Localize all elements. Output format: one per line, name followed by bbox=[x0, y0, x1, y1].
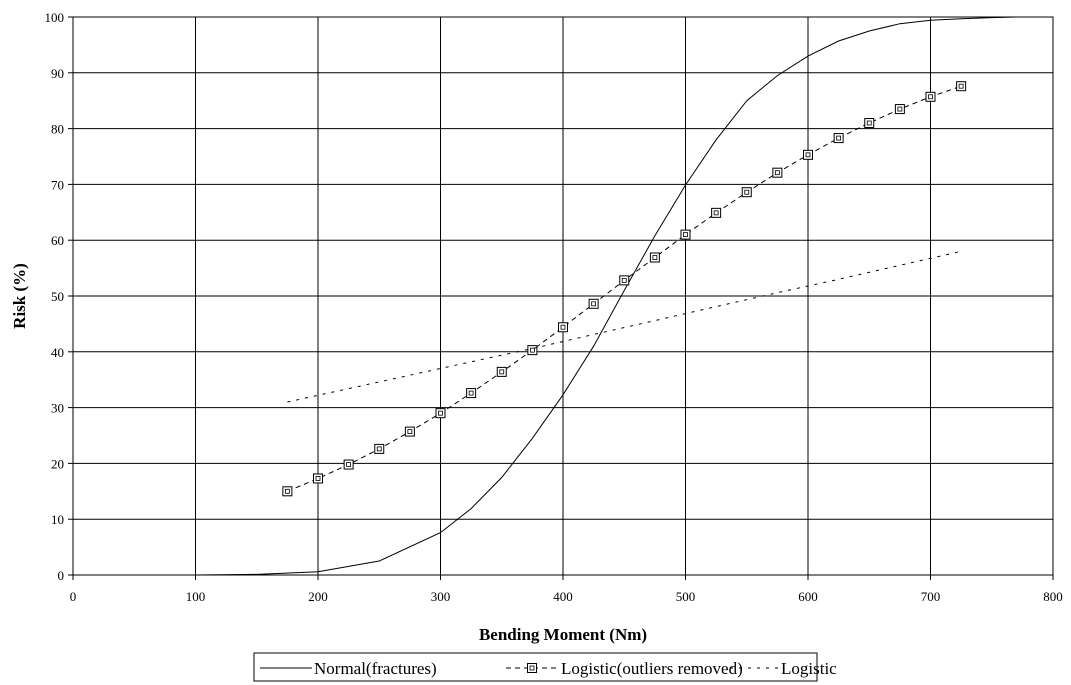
x-tick-label: 700 bbox=[921, 589, 941, 604]
x-tick-label: 800 bbox=[1043, 589, 1063, 604]
data-point bbox=[314, 474, 323, 483]
data-point bbox=[650, 253, 659, 262]
marker-outer bbox=[620, 276, 629, 285]
marker-outer bbox=[681, 230, 690, 239]
legend-label-1: Normal(fractures) bbox=[314, 659, 437, 678]
series-line-3 bbox=[287, 251, 961, 402]
y-tick-label: 60 bbox=[51, 233, 64, 248]
marker-outer bbox=[405, 427, 414, 436]
y-tick-label: 100 bbox=[45, 10, 65, 25]
marker-outer bbox=[650, 253, 659, 262]
y-tick-label: 20 bbox=[51, 456, 64, 471]
marker-outer bbox=[528, 346, 537, 355]
y-tick-label: 10 bbox=[51, 512, 64, 527]
data-point bbox=[589, 299, 598, 308]
legend-marker bbox=[528, 664, 537, 673]
legend: Normal(fractures) Logistic(outliers remov… bbox=[254, 653, 837, 681]
y-tick-label: 90 bbox=[51, 66, 64, 81]
data-point bbox=[895, 105, 904, 114]
marker-outer bbox=[895, 105, 904, 114]
data-point bbox=[497, 367, 506, 376]
y-tick-label: 70 bbox=[51, 177, 64, 192]
marker-outer bbox=[497, 367, 506, 376]
marker-outer bbox=[467, 389, 476, 398]
data-point bbox=[773, 168, 782, 177]
marker-outer bbox=[712, 208, 721, 217]
marker-outer bbox=[742, 188, 751, 197]
marker-outer bbox=[865, 119, 874, 128]
y-tick-label: 30 bbox=[51, 401, 64, 416]
grid bbox=[73, 17, 1053, 575]
data-point bbox=[528, 346, 537, 355]
data-point bbox=[559, 323, 568, 332]
marker-outer bbox=[375, 444, 384, 453]
marker-outer bbox=[559, 323, 568, 332]
tick-labels: 0 100 200 300 400 500 600 700 800 0 10 20 30 40 50 60 70… bbox=[45, 10, 1063, 604]
legend-label-3: Logistic bbox=[781, 659, 837, 678]
marker-outer bbox=[528, 664, 537, 673]
legend-label-2: Logistic(outliers removed) bbox=[561, 659, 743, 678]
y-tick-label: 80 bbox=[51, 122, 64, 137]
data-point bbox=[957, 82, 966, 91]
marker-outer bbox=[283, 487, 292, 496]
marker-outer bbox=[773, 168, 782, 177]
x-tick-label: 300 bbox=[431, 589, 451, 604]
data-point bbox=[436, 409, 445, 418]
marker-outer bbox=[957, 82, 966, 91]
data-point bbox=[344, 460, 353, 469]
y-tick-label: 50 bbox=[51, 289, 64, 304]
data-point bbox=[712, 208, 721, 217]
marker-outer bbox=[589, 299, 598, 308]
x-tick-label: 0 bbox=[70, 589, 77, 604]
marker-outer bbox=[926, 92, 935, 101]
y-tick-label: 0 bbox=[58, 568, 65, 583]
data-point bbox=[283, 487, 292, 496]
x-tick-label: 400 bbox=[553, 589, 573, 604]
data-point bbox=[865, 119, 874, 128]
data-point bbox=[804, 150, 813, 159]
x-tick-label: 100 bbox=[186, 589, 206, 604]
data-point bbox=[926, 92, 935, 101]
data-point bbox=[375, 444, 384, 453]
data-point bbox=[405, 427, 414, 436]
data-point bbox=[834, 134, 843, 143]
series-line-2 bbox=[287, 86, 961, 491]
marker-outer bbox=[344, 460, 353, 469]
data-point bbox=[620, 276, 629, 285]
x-tick-label: 500 bbox=[676, 589, 696, 604]
y-axis-title: Risk (%) bbox=[10, 263, 29, 329]
data-point bbox=[742, 188, 751, 197]
data-point bbox=[681, 230, 690, 239]
y-tick-label: 40 bbox=[51, 345, 64, 360]
x-tick-label: 600 bbox=[798, 589, 818, 604]
marker-outer bbox=[314, 474, 323, 483]
x-axis-title: Bending Moment (Nm) bbox=[479, 625, 647, 644]
data-point bbox=[467, 389, 476, 398]
x-tick-label: 200 bbox=[308, 589, 328, 604]
marker-outer bbox=[436, 409, 445, 418]
marker-outer bbox=[804, 150, 813, 159]
marker-outer bbox=[834, 134, 843, 143]
